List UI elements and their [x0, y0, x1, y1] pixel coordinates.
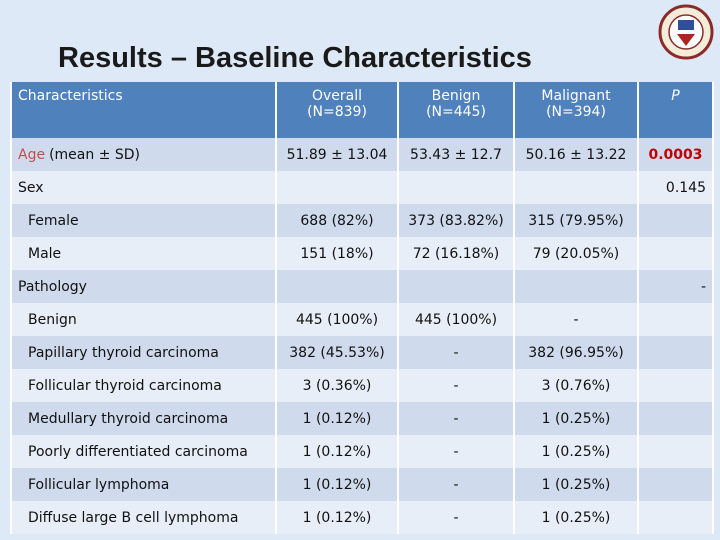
cell	[637, 435, 714, 468]
table-row: Female 688 (82%) 373 (83.82%) 315 (79.95%)	[10, 204, 714, 237]
header-row: Characteristics Overall (N=839) Benign (N=…	[10, 82, 714, 138]
row-label: Follicular lymphoma	[10, 468, 277, 501]
table-row: Papillary thyroid carcinoma 382 (45.53%) -…	[10, 336, 714, 369]
cell: 1 (0.12%)	[275, 468, 399, 501]
row-label: Male	[10, 237, 277, 270]
cell	[513, 171, 639, 204]
label-part: Benign	[28, 311, 77, 328]
label-part: Female	[28, 212, 79, 229]
table-row: Male 151 (18%) 72 (16.18%) 79 (20.05%)	[10, 237, 714, 270]
cell: 50.16 ± 13.22	[513, 138, 639, 171]
label-part: Pathology	[18, 278, 87, 295]
cell: 1 (0.25%)	[513, 501, 639, 534]
cell: -	[397, 336, 515, 369]
cell: -	[397, 369, 515, 402]
cell: 1 (0.12%)	[275, 435, 399, 468]
cell: -	[397, 435, 515, 468]
cell: -	[513, 303, 639, 336]
cell: 382 (45.53%)	[275, 336, 399, 369]
cell: 51.89 ± 13.04	[275, 138, 399, 171]
cell: 1 (0.12%)	[275, 501, 399, 534]
header-cell: Benign (N=445)	[397, 82, 515, 138]
label-part: Age	[18, 146, 46, 163]
row-label: Pathology	[10, 270, 277, 303]
cell: 0.0003	[637, 138, 714, 171]
cell	[637, 402, 714, 435]
cell	[637, 369, 714, 402]
row-label: Benign	[10, 303, 277, 336]
row-label: Female	[10, 204, 277, 237]
cell: 382 (96.95%)	[513, 336, 639, 369]
label-part: (mean ± SD)	[49, 146, 141, 163]
label-part: Male	[28, 245, 62, 262]
cell: -	[637, 270, 714, 303]
label-part: Papillary thyroid carcinoma	[28, 344, 219, 361]
label-part: Follicular lymphoma	[28, 476, 170, 493]
table-row: Follicular thyroid carcinoma 3 (0.36%) -3 …	[10, 369, 714, 402]
row-label: Age (mean ± SD)	[10, 138, 277, 171]
table-row: Sex 0.145	[10, 171, 714, 204]
row-label: Poorly differentiated carcinoma	[10, 435, 277, 468]
table-row: Benign 445 (100%) 445 (100%) -	[10, 303, 714, 336]
cell: 373 (83.82%)	[397, 204, 515, 237]
table-row: Diffuse large B cell lymphoma 1 (0.12%) -1…	[10, 501, 714, 534]
label-part: Poorly differentiated carcinoma	[28, 443, 248, 460]
cell: 1 (0.25%)	[513, 402, 639, 435]
logo	[658, 4, 714, 60]
header-cell: Characteristics	[10, 82, 277, 138]
row-label: Diffuse large B cell lymphoma	[10, 501, 277, 534]
cell: 0.145	[637, 171, 714, 204]
cell: 3 (0.76%)	[513, 369, 639, 402]
cell: 79 (20.05%)	[513, 237, 639, 270]
cell: 1 (0.25%)	[513, 435, 639, 468]
cell: 1 (0.12%)	[275, 402, 399, 435]
cell: 445 (100%)	[275, 303, 399, 336]
cell	[637, 501, 714, 534]
table-row: Medullary thyroid carcinoma 1 (0.12%) -1 (…	[10, 402, 714, 435]
cell: 1 (0.25%)	[513, 468, 639, 501]
cell	[397, 270, 515, 303]
cell: -	[397, 402, 515, 435]
cell	[637, 336, 714, 369]
header-cell: Overall (N=839)	[275, 82, 399, 138]
cell: 72 (16.18%)	[397, 237, 515, 270]
row-label: Medullary thyroid carcinoma	[10, 402, 277, 435]
row-label: Papillary thyroid carcinoma	[10, 336, 277, 369]
label-part: Medullary thyroid carcinoma	[28, 410, 229, 427]
cell: 688 (82%)	[275, 204, 399, 237]
cell	[637, 237, 714, 270]
cell	[397, 171, 515, 204]
table-row: Poorly differentiated carcinoma 1 (0.12%)…	[10, 435, 714, 468]
cell	[637, 303, 714, 336]
cell: -	[397, 468, 515, 501]
cell: 445 (100%)	[397, 303, 515, 336]
row-label: Follicular thyroid carcinoma	[10, 369, 277, 402]
cell: 3 (0.36%)	[275, 369, 399, 402]
cell: 53.43 ± 12.7	[397, 138, 515, 171]
cell: 151 (18%)	[275, 237, 399, 270]
table-row: Follicular lymphoma 1 (0.12%) -1 (0.25%)	[10, 468, 714, 501]
label-part: Sex	[18, 179, 44, 196]
label-part: Follicular thyroid carcinoma	[28, 377, 222, 394]
row-label: Sex	[10, 171, 277, 204]
table: Characteristics Overall (N=839) Benign (N=…	[10, 82, 714, 534]
slide-title: Results – Baseline Characteristics	[58, 42, 532, 74]
cell	[513, 270, 639, 303]
cell: 315 (79.95%)	[513, 204, 639, 237]
header-cell: Malignant (N=394)	[513, 82, 639, 138]
label-part: Diffuse large B cell lymphoma	[28, 509, 239, 526]
header-cell: P	[637, 82, 714, 138]
cell	[637, 468, 714, 501]
cell	[275, 171, 399, 204]
table-row: Pathology -	[10, 270, 714, 303]
cell	[637, 204, 714, 237]
table-row: Age (mean ± SD) 51.89 ± 13.04 53.43 ± 12.7 5…	[10, 138, 714, 171]
cell	[275, 270, 399, 303]
cell: -	[397, 501, 515, 534]
